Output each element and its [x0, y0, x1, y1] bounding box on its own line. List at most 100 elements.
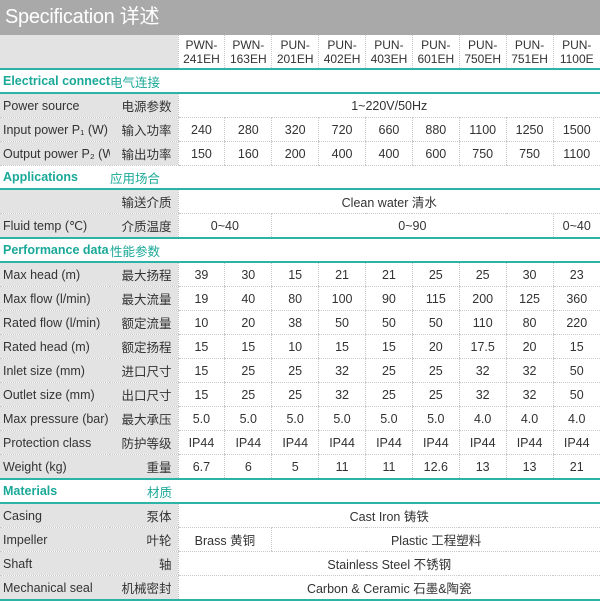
value-cell: 12.6	[411, 454, 460, 480]
row-label-zh: 输送介质	[110, 189, 178, 214]
value-cell: 200	[458, 286, 507, 311]
value-cell: 32	[505, 358, 553, 383]
value-cell: IP44	[271, 430, 319, 455]
value-cell: 5.0	[365, 406, 413, 431]
value-cell: 150	[177, 141, 225, 166]
value-cell: 660	[365, 117, 413, 142]
table-row: Rated head (m) 额定扬程 15 15 10 15 15 20 17.5 20 15	[0, 334, 600, 359]
value-cell: IP44	[224, 430, 272, 455]
value-cell: 20	[224, 310, 272, 335]
value-cell: 15	[318, 334, 366, 359]
value-cell: 80	[271, 286, 319, 311]
table-row: Outlet size (mm) 出口尺寸 15 25 25 32 25 25 32 32 50	[0, 382, 600, 407]
value-cell: 19	[177, 286, 225, 311]
value-cell: 280	[224, 117, 272, 142]
value-cell: 25	[224, 382, 272, 407]
value-cell: 5.0	[224, 406, 272, 431]
value-cell: 39	[177, 262, 225, 287]
value-cell: 38	[271, 310, 319, 335]
section-title: Electrical connection	[0, 69, 110, 94]
model-header: PUN- 402EH	[318, 35, 366, 70]
value-cell: 13	[505, 454, 553, 480]
row-label: Inlet size (mm)	[0, 358, 110, 383]
value-cell: 40	[224, 286, 272, 311]
row-label-zh: 介质温度	[110, 213, 178, 239]
value-cell: 90	[365, 286, 413, 311]
section-blank	[178, 479, 600, 504]
row-label: Rated flow (l/min)	[0, 310, 110, 335]
value-cell: 32	[318, 382, 366, 407]
value-cell: 25	[411, 382, 460, 407]
row-label: Input power P₁ (W)	[0, 117, 110, 142]
value-cell: 21	[552, 454, 600, 480]
table-row: Power source 电源参数 1~220V/50Hz	[0, 93, 600, 118]
table-row: Protection class 防护等级 IP44 IP44 IP44 IP44 IP44…	[0, 430, 600, 455]
value-cell: 32	[458, 358, 507, 383]
section-blank	[178, 69, 600, 94]
value-cell: 5.0	[318, 406, 366, 431]
row-label-zh: 最大承压	[110, 406, 178, 431]
row-label: Max flow (l/min)	[0, 286, 110, 311]
value-cell: IP44	[365, 430, 413, 455]
row-label: Rated head (m)	[0, 334, 110, 359]
value-cell: 13	[458, 454, 507, 480]
value-cell: 1100	[552, 141, 600, 166]
row-label-zh: 进口尺寸	[110, 358, 178, 383]
value-cell: 750	[505, 141, 553, 166]
section-title-zh: 应用场合	[110, 165, 178, 190]
value-cell: 220	[552, 310, 600, 335]
value-cell: 360	[552, 286, 600, 311]
value-cell: 50	[552, 358, 600, 383]
value-cell: 15	[552, 334, 600, 359]
model-header: PWN- 163EH	[224, 35, 272, 70]
value-cell: 100	[318, 286, 366, 311]
value-cell: 0~40	[552, 213, 600, 239]
section-title: Materials	[0, 479, 110, 504]
row-label: Weight (kg)	[0, 454, 110, 480]
value-cell: 11	[365, 454, 413, 480]
value-cell: Carbon & Ceramic 石墨&陶瓷	[177, 575, 600, 601]
row-label-zh: 最大流量	[110, 286, 178, 311]
value-cell: IP44	[552, 430, 600, 455]
value-cell: 5.0	[271, 406, 319, 431]
model-header: PWN- 241EH	[177, 35, 225, 70]
section-materials: Materials 材质	[0, 479, 600, 504]
value-cell: 720	[318, 117, 366, 142]
value-cell: IP44	[505, 430, 553, 455]
table-row: Inlet size (mm) 进口尺寸 15 25 25 32 25 25 32 32 50	[0, 358, 600, 383]
table-row: Input power P₁ (W) 输入功率 240 280 320 720 660 880…	[0, 117, 600, 142]
value-cell: 25	[271, 358, 319, 383]
row-label-zh: 轴	[110, 551, 178, 576]
section-electrical: Electrical connection电气连接	[0, 69, 600, 94]
value-cell: 400	[365, 141, 413, 166]
model-header: PUN- 1100E	[552, 35, 600, 70]
row-label-zh: 电源参数	[110, 93, 178, 118]
model-header: PUN- 751EH	[505, 35, 553, 70]
section-title: Performance data	[0, 238, 110, 263]
value-cell: 0~90	[271, 213, 553, 239]
value-cell: 5.0	[411, 406, 460, 431]
value-cell: 30	[224, 262, 272, 287]
row-label-zh: 最大扬程	[110, 262, 178, 287]
table-row: 输送介质 Clean water 清水	[0, 189, 600, 214]
row-label: Output power P₂ (W)	[0, 141, 110, 166]
table-row: Rated flow (l/min) 额定流量 10 20 38 50 50 50 110 80 2…	[0, 310, 600, 335]
row-label-zh: 输入功率	[110, 117, 178, 142]
value-cell: 1500	[552, 117, 600, 142]
value-cell: 10	[177, 310, 225, 335]
value-cell: 21	[365, 262, 413, 287]
row-label: Casing	[0, 503, 110, 528]
table-row: Fluid temp (℃) 介质温度 0~40 0~90 0~40	[0, 213, 600, 239]
value-cell: 15	[177, 334, 225, 359]
value-cell: Stainless Steel 不锈钢	[177, 551, 600, 576]
row-label-zh: 额定扬程	[110, 334, 178, 359]
value-cell: 5.0	[177, 406, 225, 431]
value-cell: 5	[271, 454, 319, 480]
value-cell: 21	[318, 262, 366, 287]
value-cell: 25	[411, 262, 460, 287]
value-cell: IP44	[458, 430, 507, 455]
value-cell: 15	[177, 358, 225, 383]
value-cell: 11	[318, 454, 366, 480]
table-row: Impeller 叶轮 Brass 黄铜 Plastic 工程塑料	[0, 527, 600, 552]
header-row: PWN- 241EH PWN- 163EH PUN- 201EH PUN- 402EH…	[0, 35, 600, 70]
